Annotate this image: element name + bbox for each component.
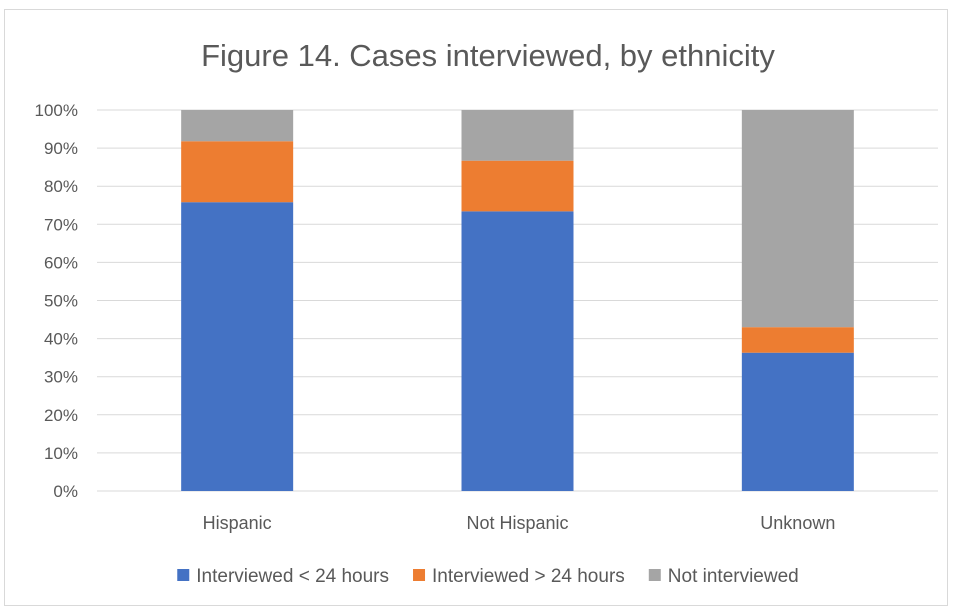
x-category-label: Not Hispanic bbox=[466, 513, 568, 533]
bar-segment bbox=[741, 110, 854, 328]
y-tick-label: 80% bbox=[44, 177, 78, 196]
bar-segment bbox=[181, 110, 294, 142]
legend-label: Interviewed > 24 hours bbox=[432, 566, 625, 587]
bar-segment bbox=[181, 202, 294, 491]
bar-segment bbox=[461, 110, 574, 161]
y-tick-label: 0% bbox=[53, 482, 78, 501]
legend-label: Not interviewed bbox=[668, 566, 799, 587]
x-axis-categories: Hispanic Not Hispanic Unknown bbox=[203, 513, 836, 533]
legend-item: Not interviewed bbox=[648, 566, 799, 587]
legend-swatch bbox=[648, 569, 661, 581]
legend: Interviewed < 24 hours Interviewed > 24 h… bbox=[177, 566, 799, 587]
y-tick-label: 20% bbox=[44, 406, 78, 425]
legend-swatch bbox=[177, 569, 190, 581]
bar-segment bbox=[741, 327, 854, 353]
bar-segment bbox=[461, 160, 574, 212]
bar-segment bbox=[181, 141, 294, 203]
bar-segment bbox=[461, 211, 574, 491]
legend-item: Interviewed < 24 hours bbox=[177, 566, 389, 587]
y-tick-label: 70% bbox=[44, 215, 78, 234]
bars bbox=[181, 110, 854, 491]
x-category-label: Hispanic bbox=[203, 513, 272, 533]
y-tick-label: 10% bbox=[44, 444, 78, 463]
x-category-label: Unknown bbox=[760, 513, 835, 533]
chart-title: Figure 14. Cases interviewed, by ethnici… bbox=[201, 38, 775, 73]
legend-item: Interviewed > 24 hours bbox=[413, 566, 625, 587]
y-tick-label: 50% bbox=[44, 292, 78, 311]
y-tick-label: 40% bbox=[44, 330, 78, 349]
legend-swatch bbox=[413, 569, 426, 581]
y-tick-label: 100% bbox=[35, 101, 78, 120]
bar-segment bbox=[741, 352, 854, 491]
y-tick-label: 30% bbox=[44, 368, 78, 387]
y-tick-label: 90% bbox=[44, 139, 78, 158]
y-tick-label: 60% bbox=[44, 253, 78, 272]
legend-label: Interviewed < 24 hours bbox=[196, 566, 389, 587]
y-axis-ticks: 0% 10% 20% 30% 40% 50% 60% 70% 80% 90% 100% bbox=[35, 101, 78, 501]
